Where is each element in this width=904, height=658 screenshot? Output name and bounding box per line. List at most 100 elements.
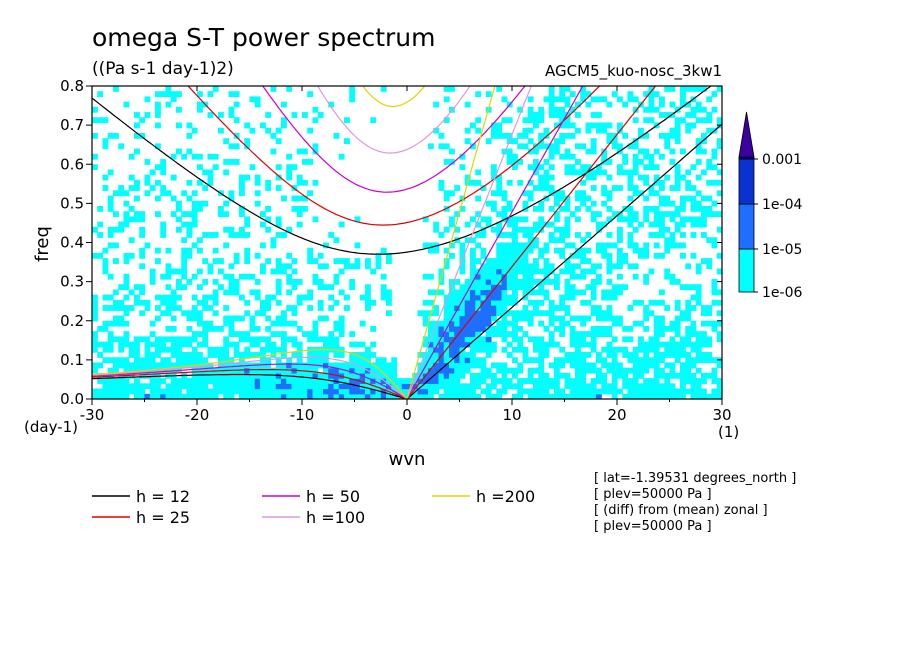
spectrum-cell xyxy=(218,258,224,264)
spectrum-cell xyxy=(92,331,98,337)
spectrum-cell xyxy=(386,393,392,399)
spectrum-cell xyxy=(701,331,707,337)
spectrum-cell xyxy=(653,325,660,332)
spectrum-cell xyxy=(643,367,650,374)
spectrum-cell xyxy=(638,388,644,395)
spectrum-cell xyxy=(380,247,387,254)
chart-title: omega S-T power spectrum xyxy=(92,23,436,52)
spectrum-cell xyxy=(606,294,613,301)
spectrum-cell xyxy=(527,393,534,399)
spectrum-cell xyxy=(218,346,224,353)
spectrum-cell xyxy=(307,357,314,364)
spectrum-cell xyxy=(186,226,193,233)
spectrum-cell xyxy=(475,341,482,348)
spectrum-cell xyxy=(281,336,287,343)
spectrum-cell xyxy=(606,325,613,332)
spectrum-cell xyxy=(622,101,629,108)
spectrum-cell xyxy=(186,195,193,202)
spectrum-cell xyxy=(496,284,503,291)
spectrum-cell xyxy=(401,378,408,384)
spectrum-cell xyxy=(569,289,576,296)
spectrum-cell xyxy=(674,117,681,124)
spectrum-cell xyxy=(575,273,581,280)
spectrum-cell xyxy=(244,299,251,306)
spectrum-cell xyxy=(706,96,713,103)
spectrum-cell xyxy=(433,289,440,296)
spectrum-cell xyxy=(564,216,571,223)
spectrum-cell xyxy=(454,320,461,327)
spectrum-cell xyxy=(711,299,718,306)
spectrum-cell xyxy=(197,310,203,317)
spectrum-cell xyxy=(391,383,398,390)
spectrum-cell xyxy=(102,258,109,264)
spectrum-cell xyxy=(627,96,634,103)
spectrum-cell xyxy=(674,132,681,139)
spectrum-cell xyxy=(302,294,308,301)
spectrum-cell xyxy=(564,289,571,296)
spectrum-cell xyxy=(354,372,361,379)
spectrum-cell xyxy=(191,190,198,197)
spectrum-cell xyxy=(580,86,587,92)
spectrum-cell xyxy=(464,336,471,343)
spectrum-cell xyxy=(333,237,340,244)
spectrum-cell xyxy=(97,205,104,212)
spectrum-cell xyxy=(197,299,203,306)
spectrum-cell xyxy=(659,320,665,327)
spectrum-cell xyxy=(669,237,676,244)
spectrum-cell xyxy=(527,247,534,254)
spectrum-cell xyxy=(134,352,140,358)
spectrum-cell xyxy=(685,315,692,322)
spectrum-cell xyxy=(632,211,639,218)
spectrum-cell xyxy=(506,205,513,212)
spectrum-cell xyxy=(601,153,608,160)
spectrum-cell xyxy=(669,279,676,285)
spectrum-cell xyxy=(543,159,550,165)
spectrum-cell xyxy=(113,305,119,311)
spectrum-cell xyxy=(443,372,450,379)
spectrum-cell xyxy=(485,383,492,390)
spectrum-cell xyxy=(149,279,156,285)
spectrum-cell xyxy=(265,336,272,343)
spectrum-cell xyxy=(202,258,209,264)
spectrum-cell xyxy=(653,221,660,228)
spectrum-cell xyxy=(349,331,356,337)
spectrum-cell xyxy=(291,310,298,317)
spectrum-cell xyxy=(564,148,571,155)
spectrum-cell xyxy=(281,362,287,369)
spectrum-cell xyxy=(527,96,534,103)
spectrum-cell xyxy=(716,393,722,399)
spectrum-cell xyxy=(538,284,545,291)
spectrum-cell xyxy=(706,393,713,399)
spectrum-cell xyxy=(186,211,193,218)
spectrum-cell xyxy=(622,153,629,160)
spectrum-cell xyxy=(517,383,524,390)
spectrum-cell xyxy=(228,195,235,202)
spectrum-cell xyxy=(664,86,671,92)
spectrum-cell xyxy=(212,258,219,264)
spectrum-cell xyxy=(506,232,513,238)
spectrum-cell xyxy=(139,383,146,390)
spectrum-cell xyxy=(506,258,513,264)
spectrum-cell xyxy=(212,388,219,395)
spectrum-cell xyxy=(359,383,366,390)
spectrum-cell xyxy=(349,362,356,369)
spectrum-cell xyxy=(223,211,230,218)
spectrum-cell xyxy=(475,393,482,399)
spectrum-cell xyxy=(307,331,314,337)
spectrum-cell xyxy=(170,352,177,358)
spectrum-cell xyxy=(711,179,718,186)
spectrum-cell xyxy=(533,169,539,176)
spectrum-cell xyxy=(632,143,639,150)
spectrum-cell xyxy=(496,263,503,270)
spectrum-cell xyxy=(123,216,130,223)
spectrum-cell xyxy=(181,383,188,390)
spectrum-cell xyxy=(281,263,287,270)
spectrum-cell xyxy=(302,388,308,395)
spectrum-cell xyxy=(501,299,508,306)
spectrum-cell xyxy=(396,383,403,390)
spectrum-cell xyxy=(454,305,461,311)
y-axis-label: freq xyxy=(32,226,53,262)
spectrum-cell xyxy=(695,341,702,348)
spectrum-cell xyxy=(155,179,161,186)
